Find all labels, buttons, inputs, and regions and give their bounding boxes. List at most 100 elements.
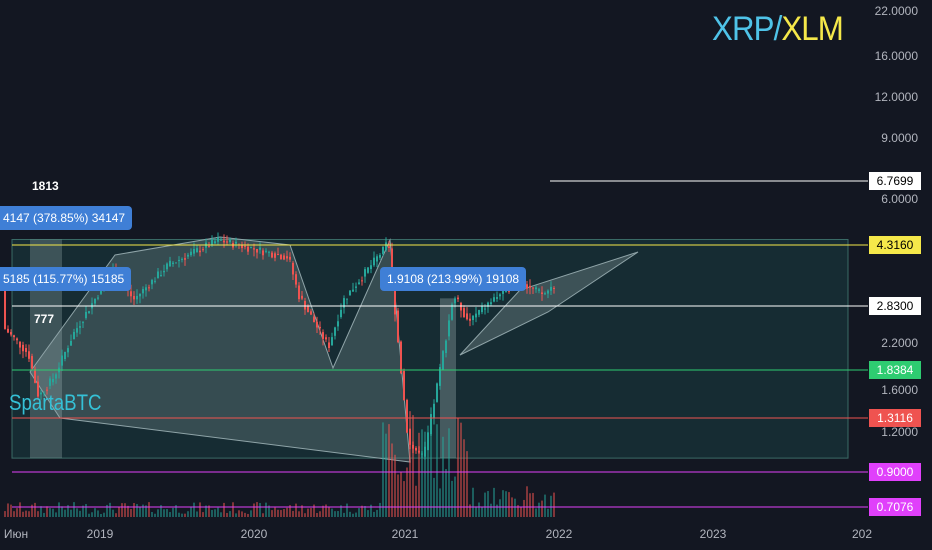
volume-bar [448,428,450,517]
volume-bar [88,513,90,517]
candle-body [553,287,555,289]
volume-bar [310,508,312,517]
candle-body [19,341,21,348]
volume-bar [40,506,42,517]
volume-bar [25,510,27,517]
volume-bar [403,481,405,517]
candle-body [532,287,534,289]
candle-body [49,378,51,386]
volume-bar [457,418,459,517]
candle-body [310,311,312,315]
level-tag [869,236,921,254]
candle-body [541,292,543,295]
volume-bar [325,504,327,517]
level-label: 4.3160 [877,238,914,252]
x-tick-label: 2022 [546,527,573,541]
volume-bar [55,512,57,517]
candle-body [424,446,426,457]
candle-body [151,279,153,285]
volume-bar [253,503,255,517]
candle-body [454,298,456,304]
volume-bar [349,511,351,517]
level-tag [869,361,921,379]
candle-body [181,258,183,260]
volume-bar [391,443,393,517]
candle-body [328,342,330,348]
candle-body [262,250,264,256]
level-tag [869,409,921,427]
volume-bar [400,472,402,517]
candle-body [136,295,138,300]
candle-body [496,297,498,299]
candle-body [316,321,318,328]
candle-body [79,326,81,328]
candle-body [409,428,411,445]
y-tick-label: 1.6000 [881,383,918,397]
volume-bars [4,411,555,517]
volume-bar [127,505,129,517]
candle-body [343,298,345,308]
volume-bar [136,504,138,517]
title-base: XRP [712,10,774,48]
volume-bar [301,505,303,517]
candle-body [322,332,324,339]
x-tick-label: 2023 [700,527,727,541]
volume-bar [4,511,6,517]
candle-body [544,293,546,295]
candle-body [472,315,474,321]
candle-body [307,306,309,313]
volume-bar [13,511,15,517]
volume-bar [91,512,93,517]
candle-body [244,245,246,247]
candle-body [457,297,459,300]
volume-bar [280,510,282,517]
chart-title: XRP/XLM [712,10,844,49]
candle-body [277,254,279,256]
volume-bar [292,510,294,517]
candle-body [346,298,348,300]
volume-bar [145,505,147,517]
volume-bar [412,415,414,517]
volume-bar [340,505,342,517]
candle-body [88,311,90,314]
volume-bar [7,503,9,517]
volume-bar [262,513,264,517]
level-label: 6.7699 [877,174,914,188]
volume-bar [64,509,66,517]
volume-bar [121,503,123,517]
candle-body [340,309,342,318]
measure-bubble-3: 1.9108 (213.99%) 19108 [380,267,527,291]
candle-body [229,239,231,243]
candle-body [154,280,156,282]
volume-bar [31,504,33,517]
y-tick-label: 16.0000 [875,49,919,63]
volume-bar [463,439,465,517]
candle-body [175,262,177,264]
volume-bar [355,512,357,517]
candle-body [415,447,417,451]
candle-body [286,256,288,259]
level-label: 1.8384 [877,363,914,377]
x-tick-label: 2019 [87,527,114,541]
candle-body [439,367,441,386]
y-tick-label: 1.2000 [881,425,918,439]
y-tick-label: 22.0000 [875,4,919,18]
volume-bar [226,512,228,517]
candle-body [358,282,360,285]
candle-body [55,374,57,379]
x-tick-label: 2020 [241,527,268,541]
volume-bar [541,500,543,517]
volume-bar [322,505,324,517]
volume-bar [28,511,30,517]
candle-body [199,250,201,253]
volume-bar [34,502,36,517]
candle-body [22,344,24,352]
volume-bar [241,511,243,517]
volume-bar [460,422,462,517]
candle-body [259,247,261,250]
candle-body [133,295,135,300]
volume-bar [76,508,78,517]
volume-bar [493,487,495,517]
candle-body [256,248,258,253]
volume-bar [154,513,156,517]
